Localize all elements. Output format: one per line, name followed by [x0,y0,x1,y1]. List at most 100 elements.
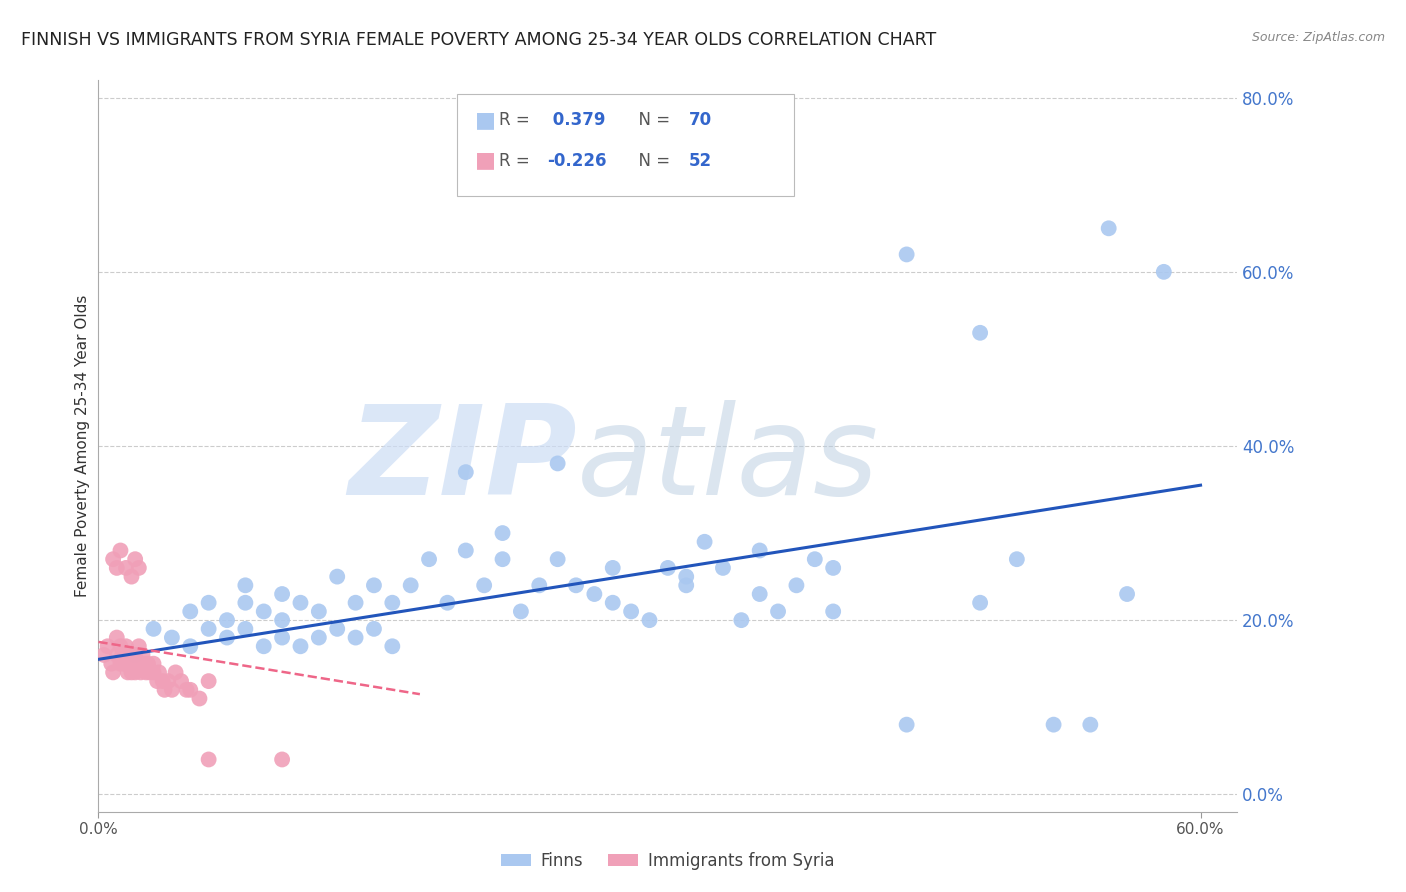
Point [748,587,770,601]
Point [602,596,624,610]
Point [290,596,312,610]
Point [115,657,138,671]
Point [134,657,156,671]
Point [111,648,134,662]
Point [215,613,238,627]
Point [188,691,211,706]
Point [1042,717,1064,731]
Text: 0.379: 0.379 [547,112,606,129]
Point [136,657,159,671]
Point [308,604,330,618]
Point [1116,587,1139,601]
Point [152,674,174,689]
Point [730,613,752,627]
Point [124,648,146,662]
Point [766,604,789,618]
Point [142,622,165,636]
Text: 52: 52 [689,152,711,169]
Point [271,587,294,601]
Point [290,640,312,654]
Point [271,631,294,645]
Point [381,640,404,654]
Point [100,657,122,671]
Point [491,526,513,541]
Point [969,326,991,340]
Text: N =: N = [628,112,676,129]
Text: -0.226: -0.226 [547,152,606,169]
Point [197,674,219,689]
Point [547,457,569,471]
Point [1078,717,1101,731]
Point [657,561,679,575]
Point [804,552,827,566]
Point [823,561,845,575]
Point [110,657,132,671]
Point [454,543,477,558]
Point [139,665,162,680]
Point [436,596,458,610]
Point [693,534,716,549]
Text: R =: R = [499,152,536,169]
Point [1153,265,1175,279]
Point [97,640,120,654]
Point [128,561,150,575]
Point [179,604,201,618]
Point [1005,552,1028,566]
Point [253,640,276,654]
Point [124,552,146,566]
Point [896,247,918,261]
Point [620,604,643,618]
Point [121,569,143,583]
Point [381,596,404,610]
Point [129,665,152,680]
Point [363,578,385,592]
Point [491,552,513,566]
Point [454,465,477,479]
Point [547,552,569,566]
Point [785,578,807,592]
Text: N =: N = [628,152,676,169]
Point [197,752,219,766]
Point [675,578,697,592]
Text: ■: ■ [475,151,496,170]
Point [271,752,294,766]
Text: R =: R = [499,112,536,129]
Point [117,665,139,680]
Point [101,665,124,680]
Point [215,631,238,645]
Point [115,561,138,575]
Point [105,631,128,645]
Point [823,604,845,618]
Point [344,631,367,645]
Point [748,543,770,558]
Point [118,657,141,671]
Point [235,596,257,610]
Point [160,682,183,697]
Point [179,640,201,654]
Point [110,640,132,654]
Point [122,657,145,671]
Point [602,561,624,575]
Point [128,640,150,654]
Point [146,674,169,689]
Point [418,552,440,566]
Point [125,657,148,671]
Point [124,665,146,680]
Point [197,622,219,636]
Text: ■: ■ [475,111,496,130]
Point [326,569,349,583]
Point [160,631,183,645]
Point [142,665,165,680]
Point [472,578,495,592]
Point [638,613,661,627]
Point [142,657,165,671]
Point [105,648,128,662]
Point [565,578,588,592]
Point [157,674,180,689]
Text: Source: ZipAtlas.com: Source: ZipAtlas.com [1251,31,1385,45]
Point [509,604,531,618]
Text: atlas: atlas [576,401,879,521]
Point [115,640,138,654]
Text: 70: 70 [689,112,711,129]
Point [253,604,276,618]
